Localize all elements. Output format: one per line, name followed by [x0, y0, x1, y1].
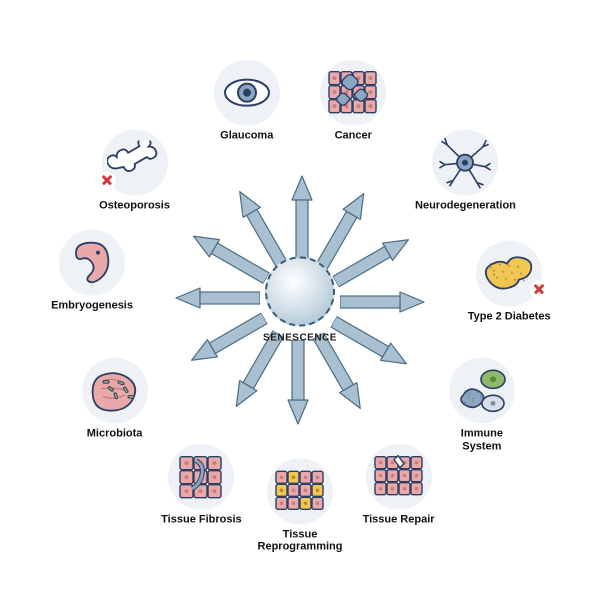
item-cancer: Cancer: [298, 60, 408, 143]
cancer-cells-icon: [320, 60, 386, 126]
pancreas-icon: [476, 240, 542, 306]
neuron-icon: [432, 129, 498, 195]
immune-cells-icon: [449, 357, 515, 423]
item-label: Neurodegeneration: [410, 199, 520, 212]
cross-icon: [98, 171, 116, 189]
item-label: Osteoporosis: [80, 199, 190, 212]
senescence-cell-icon: [265, 257, 335, 327]
item-label: Glaucoma: [192, 130, 302, 143]
item-fibrosis: Tissue Fibrosis: [146, 444, 256, 527]
item-label: Cancer: [298, 130, 408, 143]
gut-icon: [82, 357, 148, 423]
embryo-icon: [59, 229, 125, 295]
radial-diagram: SENESCENCE Glaucoma Cancer Neurodegenera…: [0, 0, 600, 600]
item-neurodegen: Neurodegeneration: [410, 129, 520, 212]
item-label: Tissue Repair: [344, 514, 454, 527]
center-label: SENESCENCE: [255, 333, 345, 344]
tissue-fibrosis-icon: [168, 444, 234, 510]
item-embryogenesis: Embryogenesis: [37, 229, 147, 312]
tissue-repair-icon: [366, 444, 432, 510]
item-reprogramming: Tissue Reprogramming: [245, 458, 355, 553]
item-label: Tissue Reprogramming: [245, 528, 355, 553]
item-osteoporosis: Osteoporosis: [80, 129, 190, 212]
cross-icon: [530, 280, 548, 298]
tissue-reprog-icon: [267, 458, 333, 524]
item-microbiota: Microbiota: [60, 357, 170, 440]
item-immune: Immune System: [427, 357, 537, 452]
item-diabetes: Type 2 Diabetes: [454, 240, 564, 323]
center-node: SENESCENCE: [255, 257, 345, 344]
item-glaucoma: Glaucoma: [192, 60, 302, 143]
item-label: Embryogenesis: [37, 299, 147, 312]
bone-icon: [102, 129, 168, 195]
eye-icon: [214, 60, 280, 126]
item-tissue-repair: Tissue Repair: [344, 444, 454, 527]
item-label: Microbiota: [60, 427, 170, 440]
item-label: Tissue Fibrosis: [146, 514, 256, 527]
item-label: Type 2 Diabetes: [454, 310, 564, 323]
